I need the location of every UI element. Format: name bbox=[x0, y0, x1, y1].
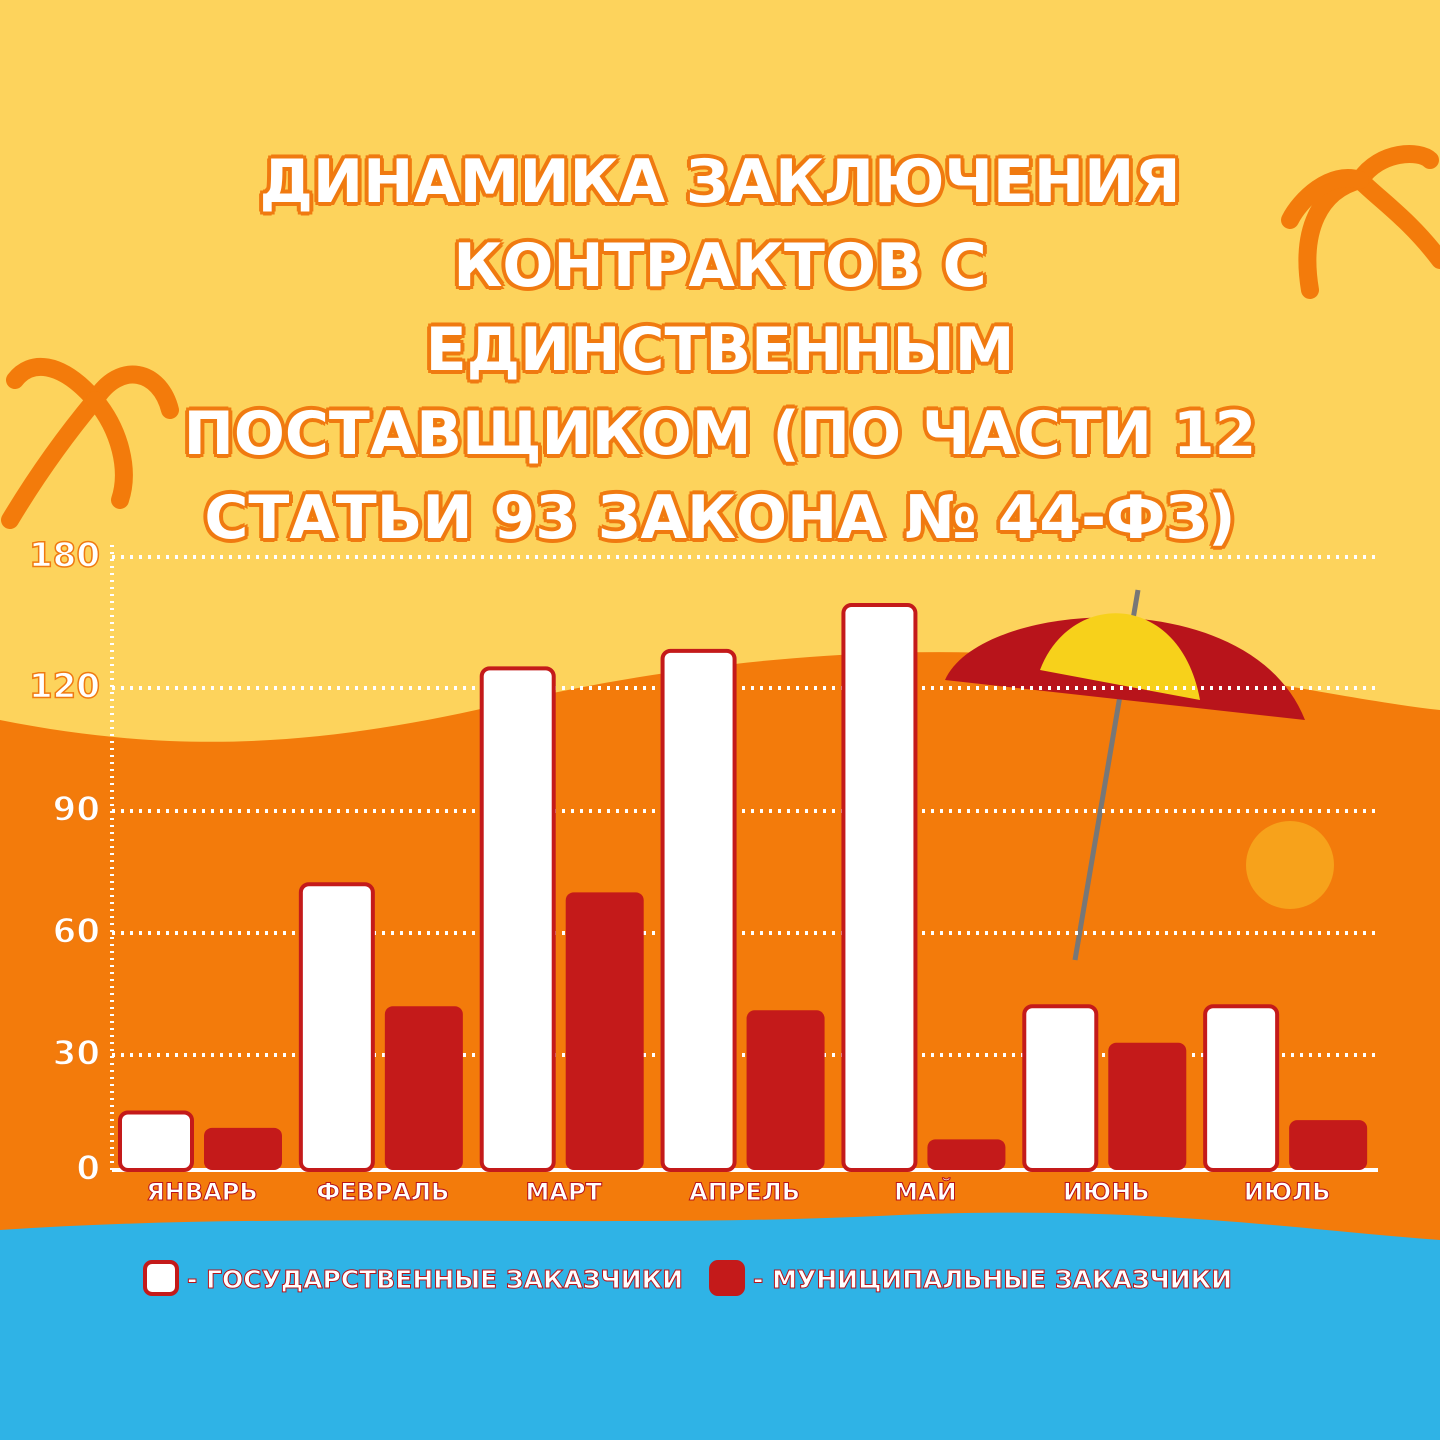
bar bbox=[1203, 1004, 1280, 1173]
bar bbox=[927, 1139, 1006, 1170]
y-tick-label: 120 bbox=[29, 667, 100, 707]
x-tick-label: ИЮНЬ bbox=[1063, 1178, 1150, 1206]
bar bbox=[660, 648, 737, 1172]
bar bbox=[118, 1110, 194, 1172]
x-tick-label: АПРЕЛЬ bbox=[689, 1178, 800, 1206]
bar bbox=[298, 882, 375, 1172]
y-tick-label: 30 bbox=[53, 1034, 100, 1074]
chart-title: ДИНАМИКА ЗАКЛЮЧЕНИЯ КОНТРАКТОВ С ЕДИНСТВ… bbox=[183, 147, 1257, 553]
sea bbox=[0, 1212, 1440, 1440]
y-tick-label: 60 bbox=[53, 912, 100, 952]
bar bbox=[565, 892, 644, 1170]
x-tick-label: ФЕВРАЛЬ bbox=[316, 1178, 449, 1206]
bar bbox=[204, 1127, 282, 1170]
palm-decoration bbox=[1, 145, 1440, 529]
y-tick-label: 180 bbox=[29, 536, 100, 576]
bar bbox=[1289, 1120, 1368, 1170]
legend-swatch bbox=[709, 1260, 746, 1296]
x-tick-label: МАЙ bbox=[894, 1177, 957, 1206]
bar bbox=[1022, 1004, 1099, 1173]
x-tick-label: ИЮЛЬ bbox=[1244, 1178, 1330, 1206]
bar bbox=[841, 603, 918, 1172]
legend-label: - ГОСУДАРСТВЕННЫЕ ЗАКАЗЧИКИ bbox=[187, 1265, 683, 1294]
legend-swatch bbox=[143, 1260, 179, 1296]
bar bbox=[1108, 1042, 1187, 1170]
x-tick-label: ЯНВАРЬ bbox=[146, 1178, 257, 1206]
umbrella-decoration bbox=[945, 589, 1334, 961]
y-tick-label: 90 bbox=[53, 790, 100, 830]
bar bbox=[479, 666, 556, 1172]
legend-label: - МУНИЦИПАЛЬНЫЕ ЗАКАЗЧИКИ bbox=[753, 1265, 1232, 1294]
bar bbox=[384, 1006, 463, 1170]
y-tick-label: 0 bbox=[76, 1149, 100, 1189]
x-tick-label: МАРТ bbox=[526, 1178, 603, 1206]
bar bbox=[746, 1010, 825, 1170]
